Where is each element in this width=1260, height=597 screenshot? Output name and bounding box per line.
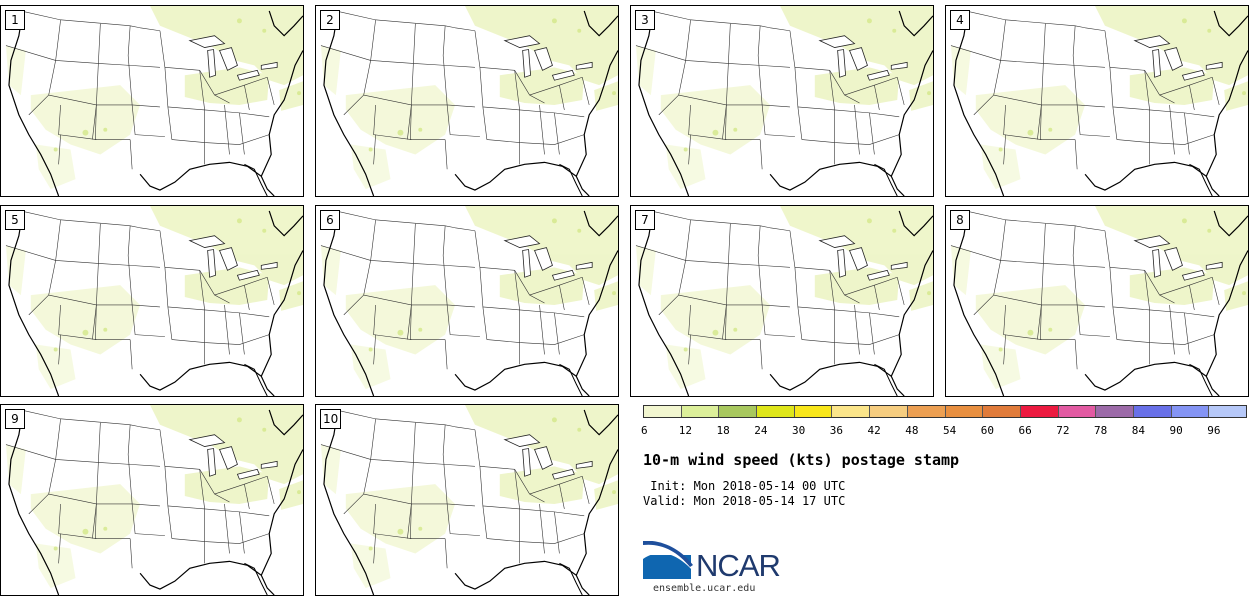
map-svg — [320, 206, 618, 396]
member-number-badge: 4 — [950, 10, 970, 30]
map-svg — [5, 206, 303, 396]
colorbar-segment — [757, 406, 795, 417]
member-map-panel[interactable]: 1 — [0, 5, 304, 197]
colorbar-segment — [1058, 406, 1097, 417]
map-svg — [320, 6, 618, 196]
colorbar-tick-label: 18 — [716, 424, 730, 437]
colorbar-segment — [644, 406, 682, 417]
ncar-logo-icon — [643, 541, 693, 579]
colorbar-tick-label: 48 — [905, 424, 919, 437]
colorbar-segment — [1020, 406, 1059, 417]
colorbar-tick-label: 78 — [1094, 424, 1108, 437]
member-number-badge: 10 — [320, 409, 342, 429]
colorbar-tick-label: 96 — [1207, 424, 1221, 437]
member-number-badge: 2 — [320, 10, 340, 30]
map-svg — [950, 206, 1248, 396]
colorbar-tick-label: 72 — [1056, 424, 1070, 437]
colorbar-tick-label: 84 — [1131, 424, 1145, 437]
map-svg — [5, 405, 303, 595]
member-number-badge: 3 — [635, 10, 655, 30]
colorbar-tick-label: 30 — [792, 424, 806, 437]
colorbar-tick-label: 24 — [754, 424, 768, 437]
wind-speed-colorbar — [643, 405, 1247, 418]
colorbar-tick-label: 42 — [867, 424, 881, 437]
colorbar-segment — [719, 406, 758, 417]
map-svg — [5, 6, 303, 196]
member-map-panel[interactable]: 5 — [0, 205, 304, 397]
member-number-badge: 5 — [5, 210, 25, 230]
map-svg — [635, 6, 933, 196]
member-map-panel[interactable]: 8 — [945, 205, 1249, 397]
site-url: ensemble.ucar.edu — [653, 583, 756, 594]
init-time: Init: Mon 2018-05-14 00 UTC — [643, 479, 846, 493]
ncar-logo-text: NCAR — [696, 548, 781, 583]
colorbar-segment — [1171, 406, 1210, 417]
member-number-badge: 1 — [5, 10, 25, 30]
colorbar-tick-label: 90 — [1169, 424, 1183, 437]
colorbar-tick-label: 12 — [678, 424, 692, 437]
member-map-panel[interactable]: 10 — [315, 404, 619, 596]
map-svg — [635, 206, 933, 396]
colorbar-tick-label: 66 — [1018, 424, 1032, 437]
colorbar-tick-labels: 6 12 18 24 30 36 42 48 54 60 66 72 78 84 90 96 — [641, 424, 1247, 438]
member-map-panel[interactable]: 6 — [315, 205, 619, 397]
member-number-badge: 7 — [635, 210, 655, 230]
colorbar-tick-label: 60 — [980, 424, 994, 437]
member-map-panel[interactable]: 2 — [315, 5, 619, 197]
colorbar-segment — [832, 406, 871, 417]
colorbar-segment — [794, 406, 833, 417]
colorbar-segment — [1209, 406, 1246, 417]
colorbar-segment — [983, 406, 1021, 417]
colorbar-tick-label: 6 — [641, 424, 648, 437]
colorbar-segment — [870, 406, 908, 417]
member-number-badge: 8 — [950, 210, 970, 230]
colorbar-segment — [907, 406, 946, 417]
colorbar-tick-label: 36 — [829, 424, 843, 437]
member-map-panel[interactable]: 9 — [0, 404, 304, 596]
member-number-badge: 6 — [320, 210, 340, 230]
colorbar-segment — [1096, 406, 1134, 417]
map-svg — [950, 6, 1248, 196]
colorbar-tick-label: 54 — [943, 424, 957, 437]
colorbar-segment — [945, 406, 984, 417]
member-number-badge: 9 — [5, 409, 25, 429]
map-svg — [320, 405, 618, 595]
valid-time: Valid: Mon 2018-05-14 17 UTC — [643, 494, 846, 508]
member-map-panel[interactable]: 4 — [945, 5, 1249, 197]
colorbar-segment — [681, 406, 720, 417]
chart-title: 10-m wind speed (kts) postage stamp — [643, 451, 960, 469]
member-map-panel[interactable]: 3 — [630, 5, 934, 197]
colorbar-segment — [1133, 406, 1172, 417]
member-map-panel[interactable]: 7 — [630, 205, 934, 397]
